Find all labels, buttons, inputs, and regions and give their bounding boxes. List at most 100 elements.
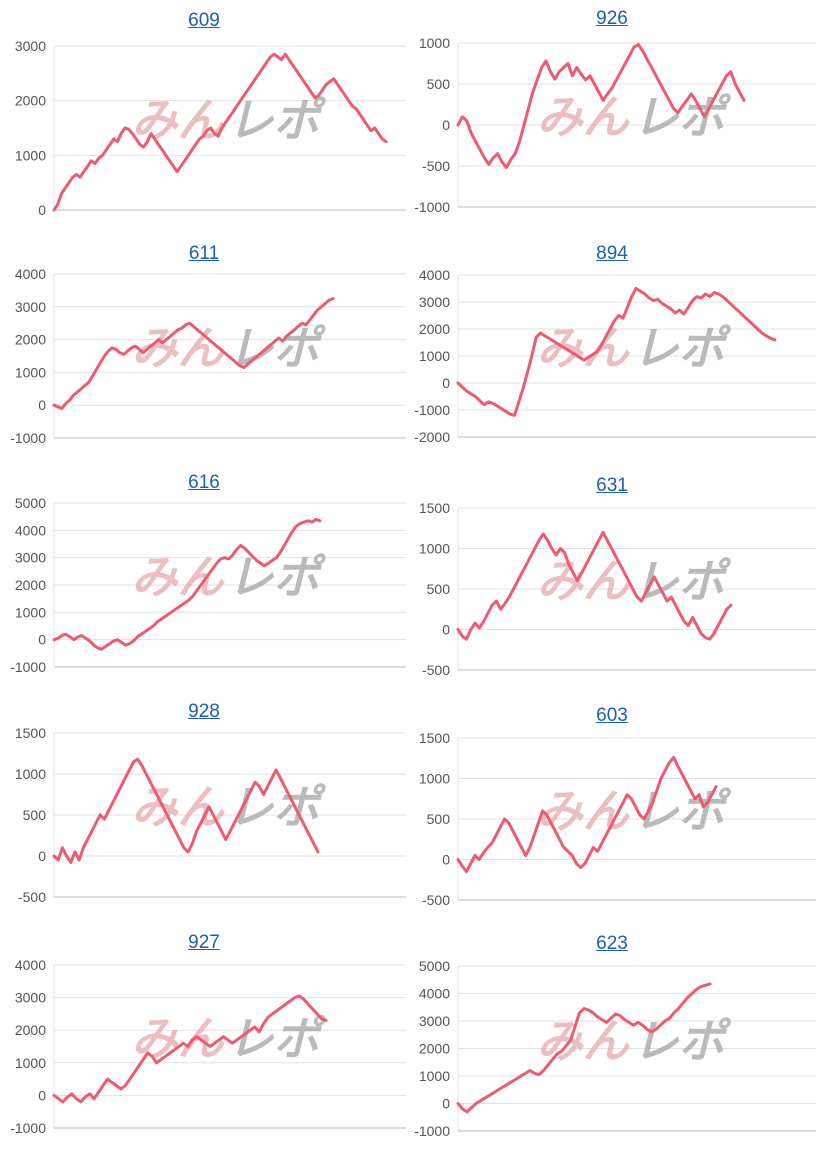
watermark-logo-part2: レポ xyxy=(633,321,732,375)
y-tick-label: 5000 xyxy=(15,495,46,511)
series-line xyxy=(52,994,328,1104)
line-chart: -500 0 500 1000 1500 みん レポ xyxy=(419,500,816,678)
y-tick-label: 1500 xyxy=(419,730,450,746)
chart-title-link[interactable]: 603 xyxy=(596,705,628,726)
watermark-logo-part2: レポ xyxy=(227,93,326,147)
y-tick-label: 3000 xyxy=(419,294,450,310)
y-tick-label: -500 xyxy=(18,889,46,905)
y-tick-label: 4000 xyxy=(15,522,46,538)
watermark-logo-part2: レポ xyxy=(633,554,732,608)
y-tick-label: 2000 xyxy=(15,93,46,109)
series-line xyxy=(456,530,733,641)
y-tick-label: -1000 xyxy=(414,402,450,418)
y-tick-label: -500 xyxy=(422,662,450,678)
y-tick-label: -1000 xyxy=(10,659,46,675)
chart-title-link[interactable]: 894 xyxy=(596,243,628,264)
chart-title-link[interactable]: 926 xyxy=(596,8,628,29)
series-line xyxy=(52,757,320,865)
y-tick-label: 1000 xyxy=(15,604,46,620)
series-line xyxy=(456,287,777,417)
chart-panel: 631 -500 0 500 1000 1500 みん レポ xyxy=(408,0,816,1150)
y-tick-label: -1000 xyxy=(414,199,450,215)
y-tick-label: 500 xyxy=(427,811,451,827)
chart-panel: 927 -1000 0 1000 2000 3000 4000 みん レポ xyxy=(10,932,406,1136)
y-tick-label: -1000 xyxy=(10,430,46,446)
y-tick-label: 1500 xyxy=(419,500,450,516)
y-tick-label: 0 xyxy=(38,397,46,413)
chart-title-link[interactable]: 609 xyxy=(188,10,220,31)
line-chart: 0 1000 2000 3000 みん レポ xyxy=(15,38,406,218)
watermark-logo-part1: みん xyxy=(537,321,631,375)
watermark-logo-part1: みん xyxy=(131,93,225,147)
y-tick-label: 4000 xyxy=(419,267,450,283)
chart-title-link[interactable]: 616 xyxy=(188,472,220,493)
chart-panel: 616 -1000 0 1000 2000 3000 4000 5000 みん レポ xyxy=(10,472,406,675)
series-line xyxy=(52,517,322,651)
y-tick-label: 1000 xyxy=(419,1068,450,1084)
y-tick-label: 0 xyxy=(38,632,46,648)
y-tick-label: 0 xyxy=(442,1096,450,1112)
y-tick-label: 5000 xyxy=(419,958,450,974)
y-tick-label: 3000 xyxy=(15,990,46,1006)
chart-panel: 611 -1000 0 1000 2000 3000 4000 みん レポ xyxy=(10,243,406,446)
watermark-logo-part2: レポ xyxy=(227,1012,326,1066)
y-tick-label: -2000 xyxy=(414,429,450,445)
y-tick-label: 1500 xyxy=(15,725,46,741)
watermark-logo-part2: レポ xyxy=(633,1014,732,1068)
y-tick-label: 1000 xyxy=(15,766,46,782)
series-line xyxy=(52,297,335,410)
y-tick-label: -500 xyxy=(422,892,450,908)
y-tick-label: 2000 xyxy=(15,577,46,593)
y-tick-label: 0 xyxy=(38,1087,46,1103)
series-line xyxy=(456,43,746,170)
y-tick-label: 1000 xyxy=(419,771,450,787)
chart-panel: 603 -500 0 500 1000 1500 みん レポ xyxy=(408,0,816,1150)
y-tick-label: 2000 xyxy=(15,1022,46,1038)
y-tick-label: 2000 xyxy=(419,321,450,337)
y-tick-label: 0 xyxy=(38,848,46,864)
y-tick-label: 2000 xyxy=(419,1041,450,1057)
chart-title-link[interactable]: 928 xyxy=(188,701,220,722)
watermark-logo-part1: みん xyxy=(131,1012,225,1066)
y-tick-label: 0 xyxy=(442,622,450,638)
watermark-logo-part1: みん xyxy=(537,554,631,608)
chart-title-link[interactable]: 611 xyxy=(188,243,220,264)
y-tick-label: 4000 xyxy=(15,266,46,282)
chart-panel: 609 0 1000 2000 3000 みん レポ xyxy=(15,10,406,218)
y-tick-label: 2000 xyxy=(15,332,46,348)
y-tick-label: -1000 xyxy=(10,1120,46,1136)
y-tick-label: 1000 xyxy=(15,147,46,163)
watermark-logo-part1: みん xyxy=(537,784,631,838)
y-tick-label: -500 xyxy=(422,158,450,174)
y-tick-label: 4000 xyxy=(419,986,450,1002)
chart-title-link[interactable]: 631 xyxy=(596,475,628,496)
chart-title-link[interactable]: 927 xyxy=(188,932,220,953)
y-tick-label: -1000 xyxy=(414,1123,450,1139)
y-tick-label: 1000 xyxy=(419,541,450,557)
chart-panel: 623 -1000 0 1000 2000 3000 4000 5000 みん レポ xyxy=(408,0,816,1150)
y-tick-label: 4000 xyxy=(15,957,46,973)
y-tick-label: 1000 xyxy=(15,364,46,380)
series-line xyxy=(456,982,712,1114)
y-tick-label: 3000 xyxy=(419,1013,450,1029)
y-tick-label: 500 xyxy=(23,807,47,823)
y-tick-label: 500 xyxy=(427,76,451,92)
watermark-logo-part1: みん xyxy=(537,90,631,144)
y-tick-label: 3000 xyxy=(15,299,46,315)
y-tick-label: 1000 xyxy=(419,35,450,51)
chart-title-link[interactable]: 623 xyxy=(596,933,628,954)
chart-panel: 926 -1000 -500 0 500 1000 みん レポ xyxy=(408,0,816,1150)
series-line xyxy=(456,755,718,874)
series-line xyxy=(52,52,388,212)
chart-panel: 894 -2000 -1000 0 1000 2000 3000 4000 みん レポ xyxy=(408,0,816,1150)
y-tick-label: 0 xyxy=(442,852,450,868)
y-tick-label: 500 xyxy=(427,581,451,597)
chart-panel: 928 -500 0 500 1000 1500 みん レポ xyxy=(15,701,406,905)
